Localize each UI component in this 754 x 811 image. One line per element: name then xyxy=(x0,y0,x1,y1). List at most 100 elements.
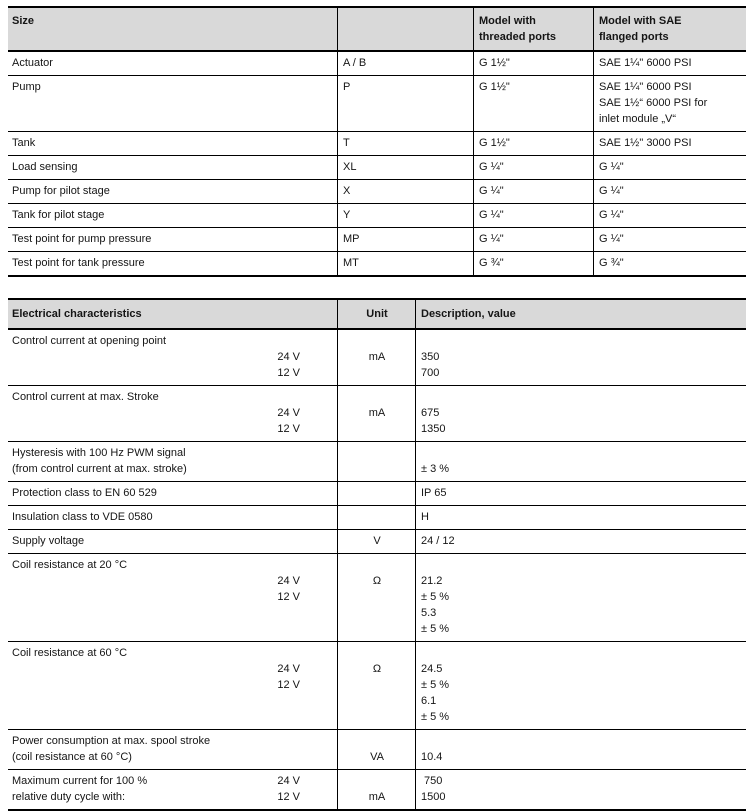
characteristic-line: Power consumption at max. spool stroke xyxy=(12,733,337,749)
voltage-label xyxy=(265,645,337,661)
characteristic-text: Maximum current for 100 % xyxy=(12,775,148,787)
unit-cell: Ω xyxy=(337,554,415,641)
table-row: Test point for tank pressure MT G ¾" G ¾" xyxy=(8,251,746,275)
port-code-cell: MT xyxy=(337,252,473,275)
voltage-label: 24 V xyxy=(277,663,300,675)
table-row: Maximum current for 100 % 24 V relative du… xyxy=(8,769,746,809)
unit-cell xyxy=(337,482,415,505)
unit-cell: VA xyxy=(337,730,415,769)
value-line: 675 xyxy=(421,405,742,421)
threaded-port-cell: G 1½" xyxy=(473,76,593,131)
elec-header-title: Electrical characteristics xyxy=(12,308,142,320)
unit-text xyxy=(343,509,411,525)
value-number: IP 65 xyxy=(421,487,447,499)
unit-text xyxy=(343,773,411,789)
port-code-cell: P xyxy=(337,76,473,131)
unit-text xyxy=(343,589,411,605)
port-code-cell: T xyxy=(337,132,473,155)
port-label-cell: Tank xyxy=(12,137,36,149)
characteristic-line: 12 V xyxy=(12,421,337,437)
value-line: 350 xyxy=(421,349,742,365)
voltage-label xyxy=(265,333,337,349)
characteristic-cell: Maximum current for 100 % 24 V relative du… xyxy=(8,770,337,809)
unit-text xyxy=(343,485,411,501)
port-label-cell: Test point for tank pressure xyxy=(12,257,145,269)
unit-cell: Ω xyxy=(337,642,415,729)
characteristic-text xyxy=(12,573,265,589)
characteristic-line: 24 V xyxy=(12,573,337,589)
voltage-label xyxy=(265,461,337,477)
table-row: Tank T G 1½" SAE 1½" 3000 PSI xyxy=(8,131,746,155)
flanged-port-cell: G ¼" xyxy=(593,156,746,179)
value-line: 21.2 ± 5 % xyxy=(421,573,742,605)
value-cell: 24 / 12 xyxy=(415,530,746,553)
value-line: 1500 xyxy=(421,789,742,805)
value-number: 24 / 12 xyxy=(421,535,455,547)
characteristic-text: Power consumption at max. spool stroke xyxy=(12,735,211,747)
port-label-cell: Pump xyxy=(12,81,41,93)
elec-table-header: Electrical characteristics Unit Descript… xyxy=(8,300,746,330)
unit-text xyxy=(343,333,411,349)
table-row: Coil resistance at 20 °C 24 V 12 V Ω 21.2 ± 5… xyxy=(8,553,746,641)
value-cell: 675 1350 xyxy=(415,386,746,441)
value-cell: 21.2 ± 5 % 5.3 ± 5 % xyxy=(415,554,746,641)
unit-text xyxy=(343,365,411,381)
table-row: Insulation class to VDE 0580 H xyxy=(8,505,746,529)
flanged-port-cell: G ¼" xyxy=(593,204,746,227)
size-table-header: Size Model with threaded ports Model wit… xyxy=(8,8,746,52)
characteristic-line: 24 V xyxy=(12,405,337,421)
elec-table-body: Control current at opening point 24 V 12 V… xyxy=(8,330,746,809)
voltage-label xyxy=(265,533,337,549)
value-line xyxy=(421,733,742,749)
value-cell: IP 65 xyxy=(415,482,746,505)
value-line: 6.1 ± 5 % xyxy=(421,693,742,725)
unit-text xyxy=(343,733,411,749)
value-number: 350 xyxy=(421,351,440,363)
unit-text: mA xyxy=(368,791,386,803)
characteristic-text: Insulation class to VDE 0580 xyxy=(12,511,153,523)
characteristic-text: relative duty cycle with: xyxy=(12,791,126,803)
characteristic-line: Control current at max. Stroke xyxy=(12,389,337,405)
value-line: ± 3 % xyxy=(421,461,742,477)
threaded-port-cell: G ¼" xyxy=(473,204,593,227)
value-tolerance: ± 5 % xyxy=(421,591,450,603)
value-number: 700 xyxy=(421,367,440,379)
voltage-label: 24 V xyxy=(277,775,300,787)
value-number: 1350 xyxy=(421,423,446,435)
value-number: 1500 xyxy=(421,791,446,803)
characteristic-line: (from control current at max. stroke) xyxy=(12,461,337,477)
voltage-label xyxy=(265,389,337,405)
value-cell: 24.5 ± 5 % 6.1 ± 5 % xyxy=(415,642,746,729)
value-line: 10.4 xyxy=(421,749,742,765)
value-line: 750 xyxy=(421,773,742,789)
unit-cell xyxy=(337,506,415,529)
threaded-port-cell: G 1½" xyxy=(473,52,593,75)
value-line: 24 / 12 xyxy=(421,533,742,549)
unit-text: mA xyxy=(368,407,386,419)
characteristic-line: relative duty cycle with: 12 V xyxy=(12,789,337,805)
unit-text: Ω xyxy=(372,575,382,587)
characteristic-cell: Coil resistance at 20 °C 24 V 12 V xyxy=(8,554,337,641)
value-cell: 10.4 xyxy=(415,730,746,769)
table-row: Pump P G 1½" SAE 1¼" 6000 PSI SAE 1½“ 6000 … xyxy=(8,75,746,131)
table-row: Hysteresis with 100 Hz PWM signal (from c… xyxy=(8,441,746,481)
characteristic-text xyxy=(12,421,265,437)
unit-text xyxy=(343,645,411,661)
port-code-cell: XL xyxy=(337,156,473,179)
characteristic-line: Protection class to EN 60 529 xyxy=(12,485,337,501)
characteristic-text: Control current at opening point xyxy=(12,335,167,347)
voltage-label: 12 V xyxy=(277,679,300,691)
characteristic-cell: Power consumption at max. spool stroke (c… xyxy=(8,730,337,769)
value-line xyxy=(421,645,742,661)
value-number: 750 xyxy=(421,775,443,787)
characteristic-cell: Control current at max. Stroke 24 V 12 V xyxy=(8,386,337,441)
value-line xyxy=(421,333,742,349)
characteristic-text: (coil resistance at 60 °C) xyxy=(12,751,132,763)
elec-header-unit: Unit xyxy=(337,300,415,328)
characteristic-text xyxy=(12,589,265,605)
flanged-port-cell: G ¼" xyxy=(593,228,746,251)
port-code-cell: X xyxy=(337,180,473,203)
value-cell: 750 1500 xyxy=(415,770,746,809)
characteristic-text xyxy=(12,405,265,421)
voltage-label: 12 V xyxy=(277,791,300,803)
